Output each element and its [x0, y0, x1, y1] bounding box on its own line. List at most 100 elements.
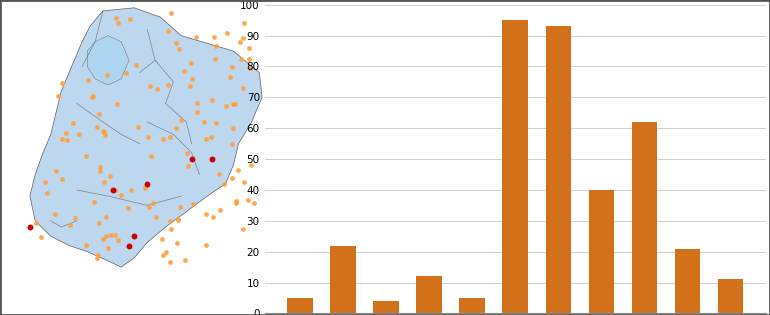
Point — [226, 102, 239, 107]
Point — [112, 21, 124, 26]
Point — [166, 11, 178, 16]
Point — [175, 118, 187, 123]
Point — [200, 136, 213, 141]
Point — [116, 193, 128, 198]
Point — [238, 180, 250, 185]
Point — [171, 240, 183, 245]
Point — [123, 243, 136, 248]
Point — [209, 56, 221, 61]
Point — [111, 101, 123, 106]
Point — [181, 150, 193, 155]
Point — [61, 138, 73, 143]
Point — [151, 86, 163, 91]
Point — [236, 85, 249, 90]
Bar — [330, 245, 357, 313]
Point — [60, 130, 72, 135]
Point — [221, 30, 233, 35]
Point — [98, 130, 110, 135]
Point — [80, 242, 92, 247]
Point — [206, 157, 219, 162]
Point — [218, 181, 230, 186]
Point — [124, 17, 136, 22]
Point — [173, 205, 186, 210]
Point — [73, 131, 85, 136]
Point — [157, 137, 169, 142]
Point — [185, 60, 197, 65]
Bar — [503, 20, 528, 313]
Point — [82, 77, 94, 82]
Point — [96, 237, 109, 242]
Point — [109, 232, 121, 237]
Point — [120, 70, 132, 75]
Point — [92, 124, 104, 129]
Point — [139, 185, 152, 190]
Point — [94, 169, 106, 174]
Point — [132, 124, 145, 129]
Point — [109, 187, 121, 192]
Point — [245, 162, 257, 167]
Point — [191, 100, 203, 105]
Point — [213, 171, 225, 176]
Point — [109, 15, 122, 20]
Point — [190, 34, 203, 39]
Point — [146, 200, 159, 205]
Point — [230, 198, 243, 203]
Polygon shape — [30, 8, 262, 267]
Point — [206, 97, 218, 102]
Point — [164, 218, 176, 223]
Point — [244, 65, 256, 70]
Point — [207, 214, 219, 219]
Point — [112, 238, 125, 243]
Point — [162, 82, 175, 87]
Polygon shape — [87, 36, 129, 85]
Point — [99, 234, 112, 239]
Point — [92, 112, 105, 117]
Point — [227, 125, 239, 130]
Point — [92, 252, 105, 257]
Point — [98, 179, 110, 184]
Point — [94, 164, 106, 169]
Bar — [631, 122, 658, 313]
Point — [230, 201, 243, 206]
Point — [236, 227, 249, 232]
Bar — [718, 279, 743, 313]
Point — [162, 28, 174, 33]
Point — [186, 77, 198, 82]
Point — [182, 163, 195, 169]
Point — [205, 134, 217, 139]
Point — [130, 63, 142, 68]
Point — [243, 57, 256, 62]
Point — [160, 250, 172, 255]
Point — [157, 252, 169, 257]
Point — [150, 215, 162, 220]
Point — [102, 245, 115, 250]
Point — [24, 225, 36, 230]
Point — [96, 129, 109, 134]
Point — [232, 168, 244, 173]
Point — [210, 44, 223, 49]
Point — [91, 255, 103, 261]
Point — [165, 226, 177, 231]
Point — [208, 35, 220, 40]
Point — [125, 188, 137, 193]
Point — [247, 200, 259, 205]
Point — [107, 187, 119, 192]
Point — [223, 74, 236, 79]
Bar — [460, 298, 485, 313]
Point — [169, 126, 182, 131]
Point — [35, 234, 47, 239]
Point — [64, 222, 76, 227]
Point — [164, 134, 176, 139]
Point — [226, 142, 238, 147]
Point — [86, 94, 99, 100]
Point — [66, 121, 79, 126]
Point — [104, 173, 116, 178]
Point — [122, 205, 134, 210]
Bar — [588, 190, 614, 313]
Point — [55, 81, 68, 86]
Bar — [417, 276, 442, 313]
Point — [229, 101, 241, 106]
Point — [172, 217, 184, 222]
Point — [210, 121, 223, 126]
Point — [49, 212, 61, 217]
